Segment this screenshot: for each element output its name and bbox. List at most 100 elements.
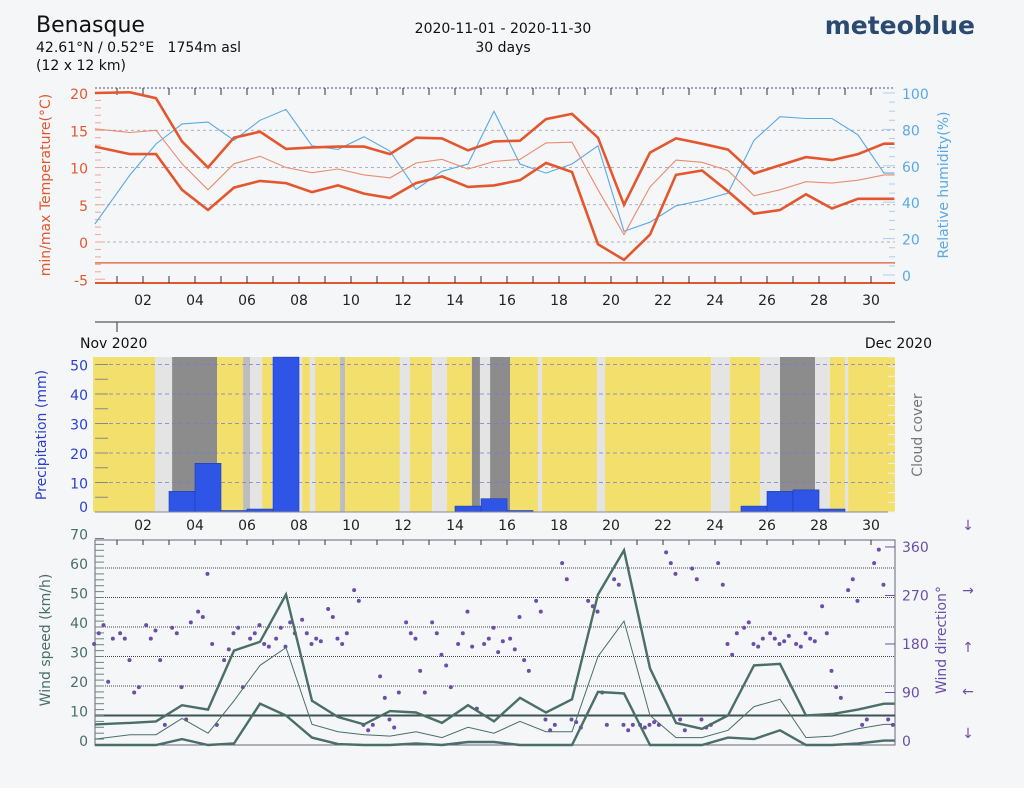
cloud-cover-segment-light (845, 357, 849, 512)
wind-direction-point (122, 636, 127, 641)
wind-direction-point (106, 679, 111, 684)
y2-tick-label: 80 (902, 123, 920, 139)
x-tick-label: 20 (602, 518, 620, 534)
y-tick-label: 0 (79, 734, 88, 750)
y2-tick-label: 0 (902, 269, 911, 285)
wind-direction-point (205, 571, 210, 576)
wind-direction-point (309, 641, 314, 646)
wind-direction-point (248, 636, 253, 641)
y-tick-label: 10 (70, 162, 88, 178)
x-tick-label: 30 (862, 293, 880, 309)
precipitation-bar (480, 498, 508, 513)
precipitation-bar (194, 463, 222, 513)
wind-direction-point (387, 717, 392, 722)
x-tick-label: 22 (654, 293, 672, 309)
wind-direction-point (668, 561, 673, 566)
wind-direction-point (746, 620, 751, 625)
wind-direction-point (699, 717, 704, 722)
y-tick-label: 0 (79, 500, 88, 516)
wind-direction-point (522, 658, 527, 663)
wind-direction-point (673, 571, 678, 576)
wind-direction-point (616, 582, 621, 587)
y-tick-label: 10 (70, 477, 88, 493)
cloud-cover-segment-light (479, 357, 491, 512)
wind-direction-point (486, 636, 491, 641)
wind-direction-point (252, 631, 257, 636)
precipitation-bar (454, 505, 482, 513)
x-tick-label: 12 (394, 293, 412, 309)
min-wind-speed-line (94, 690, 895, 747)
duration: 30 days (475, 40, 530, 56)
x-tick-label: 18 (550, 518, 568, 534)
wind-direction-point (101, 623, 106, 628)
wind-direction-point (652, 720, 657, 725)
wind-direction-point (834, 685, 839, 690)
humidity-line (94, 108, 895, 233)
wind-direction-point (855, 598, 860, 603)
wind-direction-point (500, 639, 505, 644)
wind-direction-point (772, 636, 777, 641)
wind-direction-point (782, 639, 787, 644)
y-tick-label: 40 (70, 388, 88, 404)
wind-direction-point (304, 631, 309, 636)
wind-direction-arrow-icon: → (962, 583, 974, 599)
wind-direction-point (231, 631, 236, 636)
wind-panel: 70 60 50 40 30 20 10 0 360 270 180 90 0 ↓ → ↑ ← ↓ Wind spe… (38, 518, 974, 750)
cloud-cover-segment-light (815, 357, 830, 512)
cloud-cover-segment-clear (605, 357, 712, 512)
precipitation-bar (740, 505, 768, 513)
meteoblue-logo[interactable]: meteoblue (825, 11, 975, 40)
wind-direction-point (352, 588, 357, 593)
wind-direction-point (340, 641, 345, 646)
wind-direction-point (162, 722, 167, 727)
x-tick-label: 04 (186, 293, 204, 309)
wind-direction-point (274, 636, 279, 641)
y-tick-label: 30 (70, 418, 88, 434)
wind-direction-point (552, 722, 557, 727)
wind-direction-point (777, 641, 782, 646)
wind-direction-point (196, 609, 201, 614)
wind-direction-point (153, 628, 158, 633)
y2-tick-label: 270 (902, 588, 929, 604)
x-tick-label: 06 (238, 293, 256, 309)
x-tick-label: 16 (498, 293, 516, 309)
wind-direction-point (569, 717, 574, 722)
wind-direction-point (439, 652, 444, 657)
y-axis-title: Precipitation (mm) (34, 370, 50, 500)
wind-direction-point (690, 566, 695, 571)
x-tick-label: 26 (758, 518, 776, 534)
cloud-cover-segment-light (432, 357, 447, 512)
wind-direction-point (430, 620, 435, 625)
wind-direction-point (222, 658, 227, 663)
cloud-cover-segment-clear (345, 357, 400, 512)
wind-direction-point (136, 685, 141, 690)
wind-direction-point (534, 598, 539, 603)
wind-direction-point (200, 615, 205, 620)
wind-direction-point (838, 695, 843, 700)
wind-direction-point (760, 636, 765, 641)
wind-direction-point (444, 663, 449, 668)
wind-direction-point (404, 620, 409, 625)
x-tick-label: 22 (654, 518, 672, 534)
x-tick-label: 08 (290, 518, 308, 534)
wind-direction-point (491, 625, 496, 630)
wind-direction-point (382, 695, 387, 700)
wind-direction-point (803, 631, 808, 636)
wind-direction-point (812, 639, 817, 644)
cloud-cover-segment-light (250, 357, 263, 512)
y-tick-label: 30 (70, 646, 88, 662)
x-tick-label: 06 (238, 518, 256, 534)
cloud-cover-segment-light (759, 357, 780, 512)
wind-direction-point (678, 717, 683, 722)
wind-direction-point (396, 690, 401, 695)
wind-direction-point (794, 641, 799, 646)
cloud-cover-segment-mid (340, 357, 346, 512)
wind-direction-point (413, 636, 418, 641)
x-tick-label: 24 (706, 293, 724, 309)
wind-direction-point (742, 625, 747, 630)
x-tick-label: 10 (342, 293, 360, 309)
wind-direction-point (465, 609, 470, 614)
wind-direction-point (876, 547, 881, 552)
wind-direction-point (344, 631, 349, 636)
wind-direction-point (226, 647, 231, 652)
